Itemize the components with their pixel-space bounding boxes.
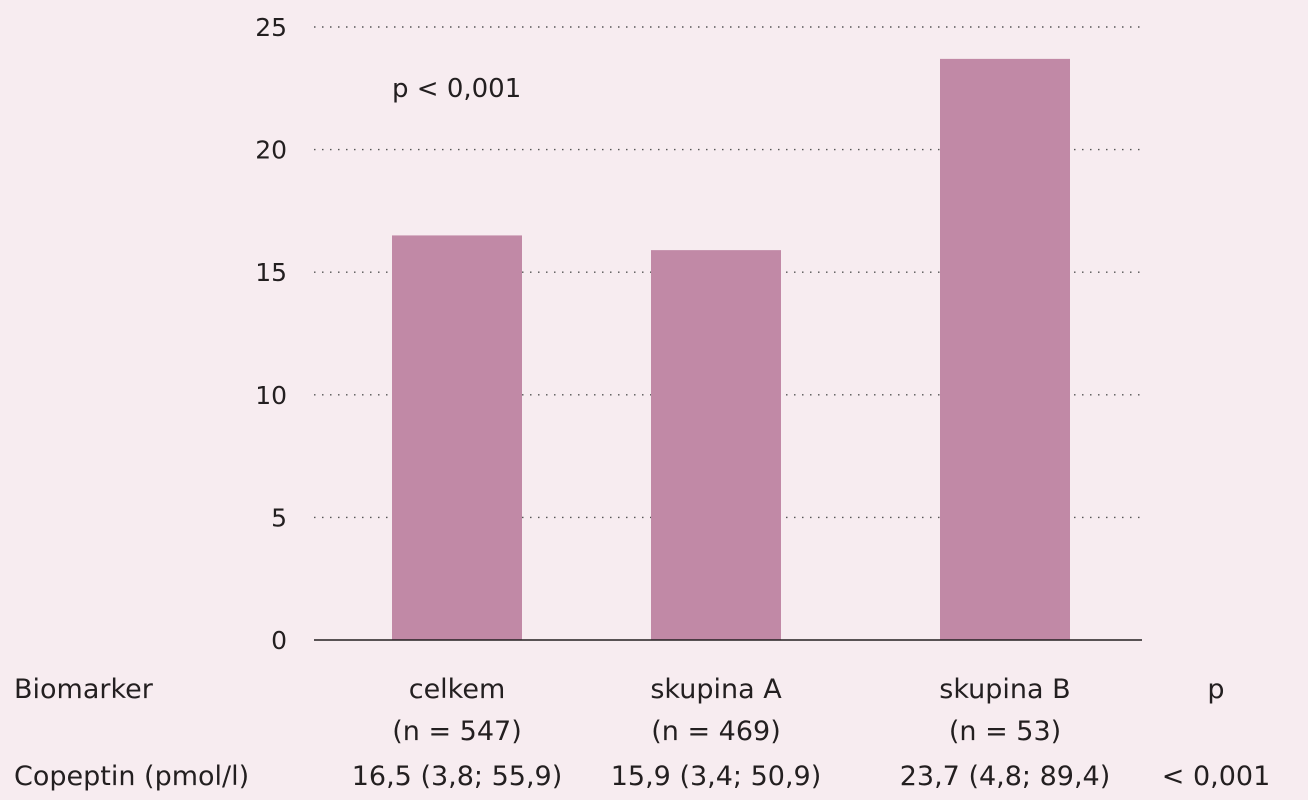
bar-chart: 0 5 10 15 20 25 p < 0,001 <box>255 13 1142 655</box>
column-header-skupina-a: skupina A <box>650 674 782 705</box>
bar-celkem <box>392 235 522 641</box>
bar-skupina-a <box>651 250 781 640</box>
y-tick-label-10: 10 <box>255 381 287 410</box>
bars <box>392 58 1070 641</box>
y-axis-ticks: 0 5 10 15 20 25 <box>255 13 287 655</box>
row-label-copeptin: Copeptin (pmol/l) <box>14 761 250 792</box>
column-n-skupina-a: (n = 469) <box>651 716 781 747</box>
column-header-p: p <box>1207 674 1225 705</box>
column-header-skupina-b: skupina B <box>939 674 1071 705</box>
copeptin-value-skupina-b: 23,7 (4,8; 89,4) <box>899 761 1111 792</box>
y-tick-label-5: 5 <box>271 503 287 532</box>
column-header-celkem: celkem <box>408 674 506 705</box>
bar-skupina-b <box>940 58 1070 641</box>
table-header-biomarker: Biomarker <box>14 674 153 705</box>
column-n-skupina-b: (n = 53) <box>948 716 1062 747</box>
y-tick-label-0: 0 <box>271 626 287 655</box>
y-tick-label-20: 20 <box>255 136 287 165</box>
copeptin-p-value: < 0,001 <box>1161 761 1271 792</box>
p-value-annotation: p < 0,001 <box>392 74 521 104</box>
y-tick-label-25: 25 <box>255 13 287 42</box>
copeptin-value-celkem: 16,5 (3,8; 55,9) <box>351 761 563 792</box>
column-n-celkem: (n = 547) <box>392 716 522 747</box>
y-tick-label-15: 15 <box>255 258 287 287</box>
copeptin-value-skupina-a: 15,9 (3,4; 50,9) <box>610 761 822 792</box>
